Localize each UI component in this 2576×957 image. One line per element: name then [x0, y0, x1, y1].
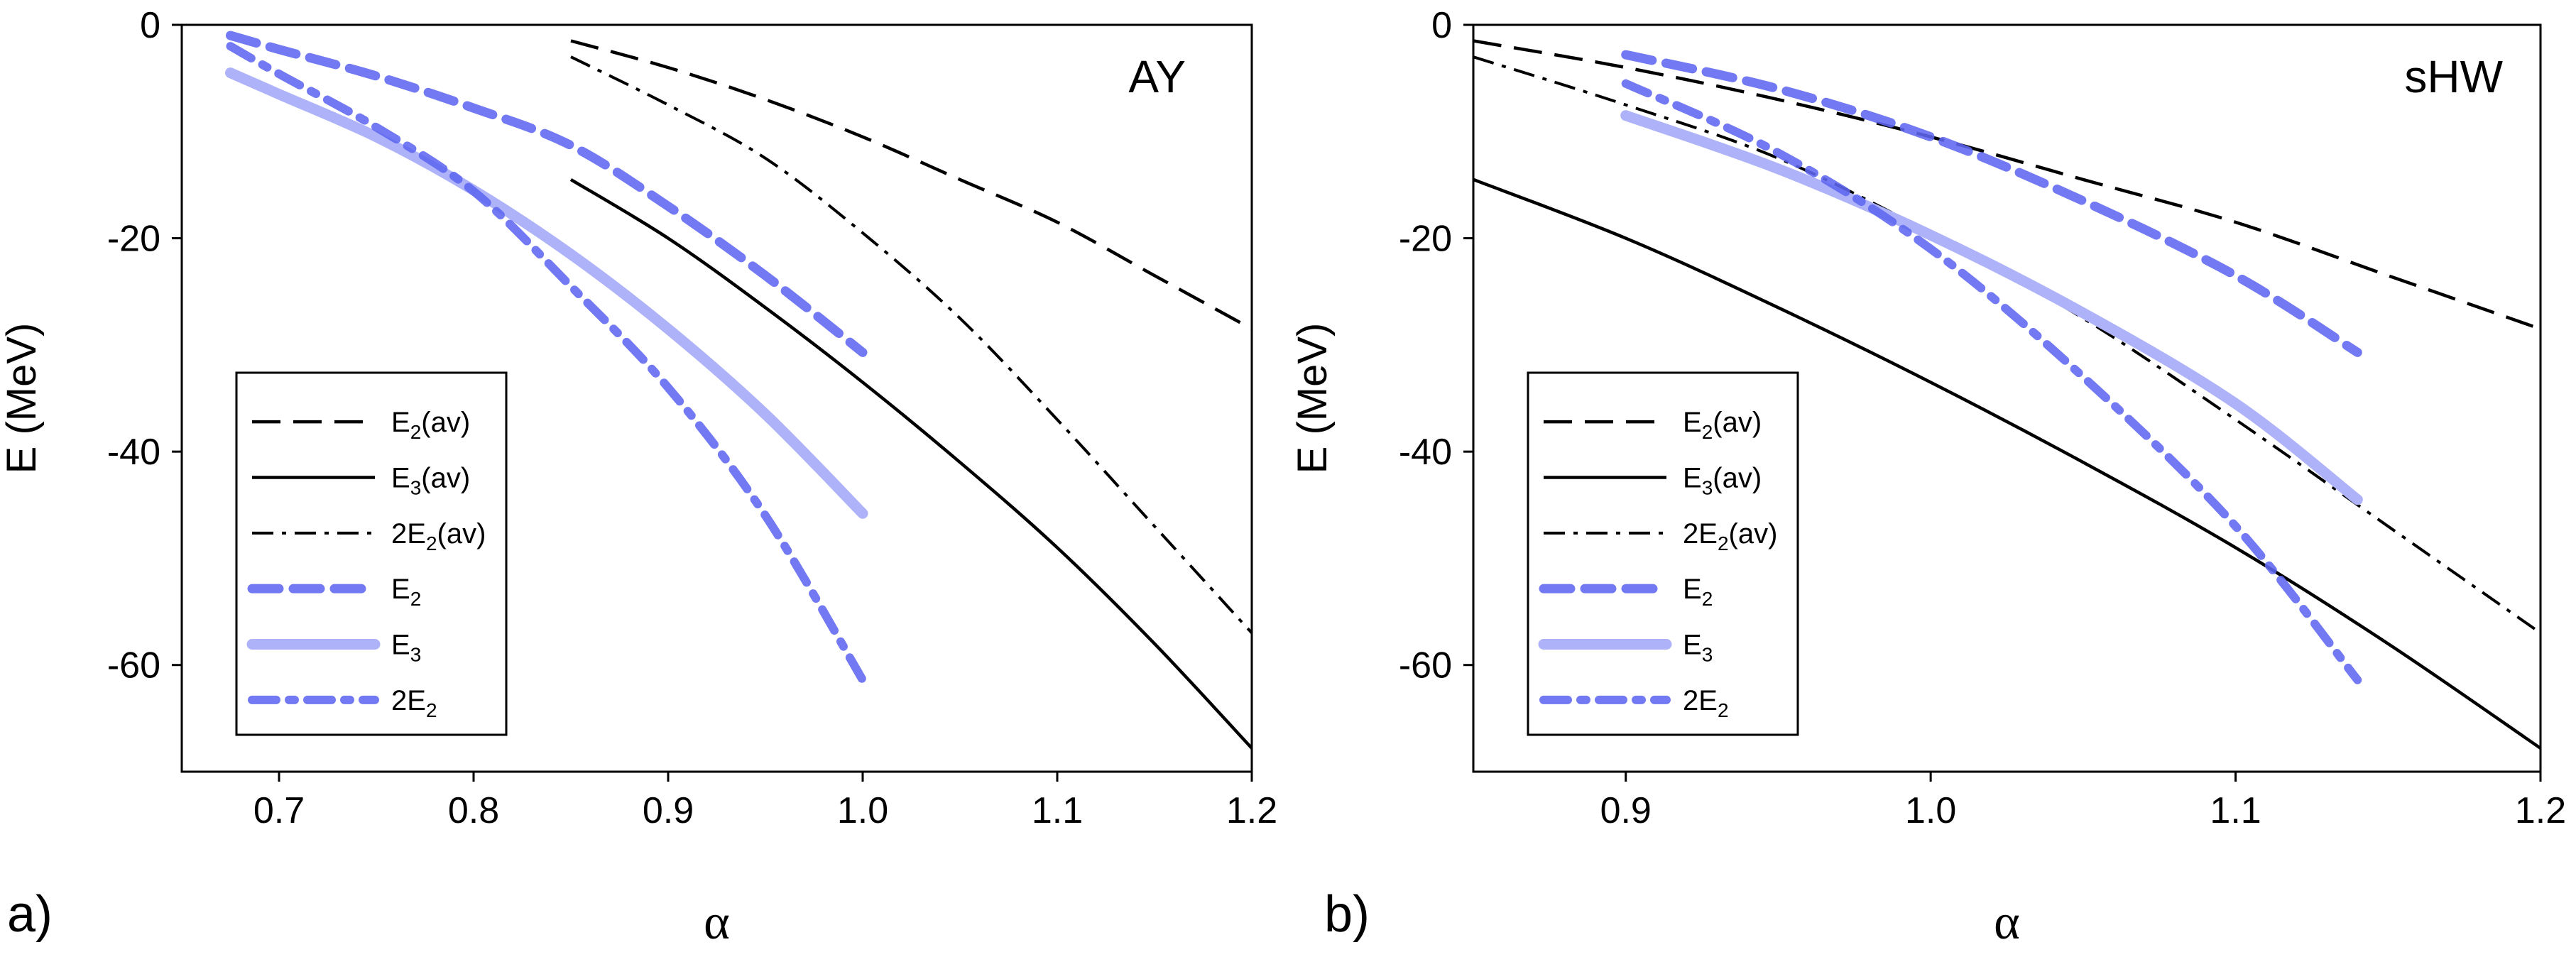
series-line-e2 [226, 31, 868, 357]
legend-label-suffix: (av) [437, 518, 486, 549]
x-tick-label: 0.7 [253, 790, 305, 831]
legend-label: E2 [391, 574, 421, 610]
legend-label-suffix: (av) [1713, 463, 1762, 494]
legend-label: E2(av) [1683, 407, 1762, 443]
y-tick-label: -20 [1399, 219, 1452, 260]
series-line-e2 [1621, 50, 2362, 357]
legend-label-base: E [1683, 630, 1702, 661]
legend-label-sub: 2 [426, 532, 437, 554]
legend-label-sub: 2 [1718, 532, 1729, 554]
legend-label-sub: 2 [410, 588, 422, 610]
series-line-e2-av [570, 39, 1252, 331]
y-tick-label: -40 [1399, 432, 1452, 473]
series-group [225, 31, 1252, 750]
legend-label-prefix: 2 [391, 518, 407, 549]
legend-label: 2E2 [391, 685, 437, 721]
legend-label-prefix: 2 [391, 685, 407, 716]
legend-label: E3(av) [1683, 463, 1762, 499]
series-group [1473, 39, 2540, 750]
panel-a-ay: 0.7 0.8 0.9 1.0 1.1 1.2 0 -20 -40 -60 α E (MeV) a) AY… [0, 5, 1277, 950]
panel-tag: a) [7, 886, 53, 943]
x-tick-label: 0.9 [1600, 790, 1652, 831]
x-tick-label: 1.0 [837, 790, 888, 831]
legend-label-base: E [407, 685, 426, 716]
plot-frame [180, 23, 1253, 773]
plot-frame [1472, 23, 2542, 773]
x-axis-label: α [1994, 895, 2020, 950]
series-line-e3-av [1473, 177, 2540, 750]
series-line-e2-av [1473, 39, 2540, 331]
legend-label-sub: 2 [1718, 699, 1729, 721]
legend-label-base: E [391, 407, 410, 438]
legend-label-base: E [1683, 407, 1702, 438]
legend-label-base: E [1698, 685, 1718, 716]
legend-label-prefix: 2 [1683, 685, 1698, 716]
legend-label-sub: 2 [1702, 588, 1713, 610]
legend-label-prefix: 2 [1683, 518, 1698, 549]
legend-label-suffix: (av) [421, 463, 470, 494]
x-tick-label: 1.2 [2515, 790, 2566, 831]
legend-label: E3(av) [391, 463, 470, 499]
x-tick-label: 1.2 [1226, 790, 1277, 831]
x-tick-label: 1.1 [2210, 790, 2261, 831]
legend-label-sub: 3 [1702, 644, 1713, 666]
legend-label-suffix: (av) [421, 407, 470, 438]
y-tick-label: -60 [107, 645, 160, 687]
legend-label-sub: 2 [1702, 421, 1713, 443]
legend-label: E2(av) [391, 407, 470, 443]
y-tick-label: 0 [140, 5, 160, 46]
legend-label: E3 [1683, 630, 1713, 666]
series-line-e3-av [569, 177, 1252, 750]
legend-box [1527, 371, 1799, 736]
x-tick-label: 0.8 [448, 790, 499, 831]
legend-label-base: E [1683, 463, 1702, 494]
legend-label-base: E [391, 574, 410, 605]
legend-label-base: E [391, 463, 410, 494]
legend-label-sub: 3 [410, 477, 422, 499]
series-line-2e2 [1621, 79, 2362, 684]
y-tick-label: -60 [1399, 645, 1452, 687]
legend-label-base: E [407, 518, 426, 549]
x-tick-label: 1.0 [1905, 790, 1956, 831]
series-line-2e2-av [1473, 55, 2540, 635]
panel-tag: b) [1324, 886, 1370, 943]
legend-label-sub: 3 [1702, 477, 1713, 499]
series-line-2e2-av [570, 55, 1252, 634]
y-tick-label: -20 [107, 219, 160, 260]
legend-label-base: E [1698, 518, 1718, 549]
x-tick-label: 1.1 [1032, 790, 1083, 831]
panel-title: sHW [2404, 51, 2503, 102]
legend-box [235, 371, 508, 736]
legend-label: 2E2(av) [391, 518, 486, 554]
x-tick-label: 0.9 [643, 790, 694, 831]
y-axis-label: E (MeV) [0, 323, 45, 474]
legend-label-base: E [1683, 574, 1702, 605]
legend-label-suffix: (av) [1729, 518, 1778, 549]
legend-label: E2 [1683, 574, 1713, 610]
legend-label-sub: 2 [410, 421, 422, 443]
legend-label-suffix: (av) [1713, 407, 1762, 438]
series-line-e3 [225, 67, 868, 519]
y-axis-label: E (MeV) [1289, 323, 1336, 474]
legend-label: 2E2(av) [1683, 518, 1777, 554]
panel-title: AY [1128, 51, 1186, 102]
y-tick-label: -40 [107, 432, 160, 473]
legend-label: E3 [391, 630, 421, 666]
legend-label-base: E [391, 630, 410, 661]
legend-label: 2E2 [1683, 685, 1729, 721]
legend-label-sub: 3 [410, 644, 422, 666]
series-line-2e2 [226, 42, 867, 684]
series-line-e3 [1620, 110, 2363, 505]
legend-label-sub: 2 [426, 699, 437, 721]
y-tick-label: 0 [1431, 5, 1452, 46]
x-axis-label: α [704, 895, 730, 950]
